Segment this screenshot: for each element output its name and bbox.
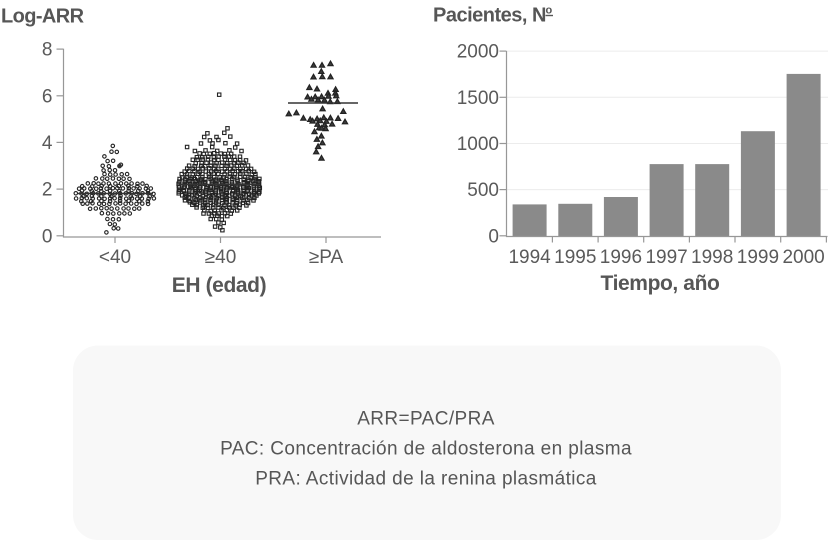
svg-text:PAC: Concentración de aldoster: PAC: Concentración de aldosterona en pla… bbox=[220, 439, 632, 460]
svg-text:1996: 1996 bbox=[600, 247, 642, 268]
svg-text:ARR=PAC/PRA: ARR=PAC/PRA bbox=[357, 409, 495, 430]
svg-text:1994: 1994 bbox=[508, 247, 551, 268]
svg-text:≥40: ≥40 bbox=[205, 247, 237, 268]
svg-text:1995: 1995 bbox=[554, 247, 596, 268]
svg-text:<40: <40 bbox=[99, 247, 131, 268]
svg-text:2: 2 bbox=[42, 180, 53, 201]
svg-text:Tiempo, año: Tiempo, año bbox=[601, 272, 720, 295]
svg-text:1997: 1997 bbox=[645, 247, 687, 268]
svg-text:1999: 1999 bbox=[737, 247, 779, 268]
svg-text:≥PA: ≥PA bbox=[309, 247, 344, 268]
svg-text:Pacientes, N: Pacientes, N bbox=[433, 5, 546, 27]
svg-text:0: 0 bbox=[42, 226, 53, 247]
svg-text:1000: 1000 bbox=[457, 134, 499, 155]
svg-text:0: 0 bbox=[488, 226, 499, 247]
svg-text:Log-ARR: Log-ARR bbox=[1, 6, 85, 28]
svg-text:EH (edad): EH (edad) bbox=[172, 274, 266, 297]
svg-text:500: 500 bbox=[467, 180, 499, 201]
svg-text:o: o bbox=[546, 5, 553, 17]
svg-text:2000: 2000 bbox=[457, 42, 499, 63]
svg-text:8: 8 bbox=[42, 40, 53, 61]
svg-text:2000: 2000 bbox=[782, 247, 824, 268]
svg-text:PRA: Actividad de la renina pl: PRA: Actividad de la renina plasmática bbox=[255, 469, 597, 490]
svg-text:4: 4 bbox=[42, 133, 53, 154]
svg-text:6: 6 bbox=[42, 86, 53, 107]
svg-text:1500: 1500 bbox=[457, 88, 499, 109]
svg-text:1998: 1998 bbox=[691, 247, 733, 268]
